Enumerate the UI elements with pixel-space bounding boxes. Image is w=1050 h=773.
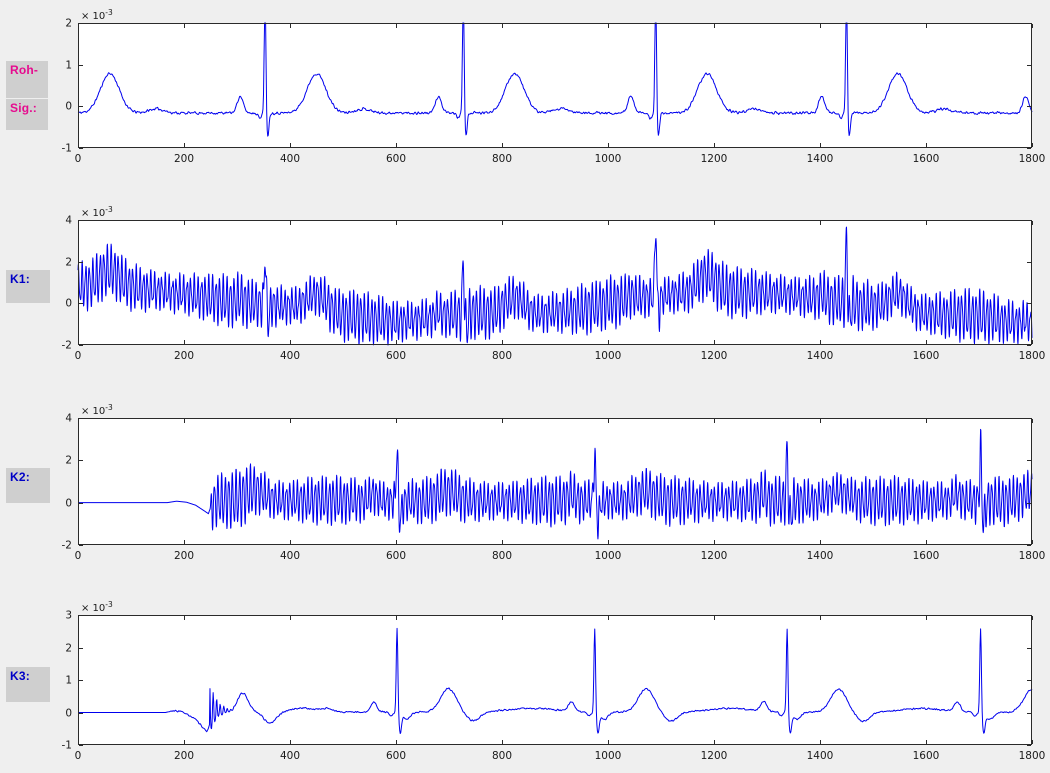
- x-tick-label-k3: 1600: [913, 750, 940, 762]
- x-tick-label-k2: 1000: [595, 550, 622, 562]
- x-tick-label-roh_sig: 600: [386, 153, 406, 165]
- x-tick-label-k2: 600: [386, 550, 406, 562]
- plot-area-k3: [78, 615, 1032, 745]
- x-tick-label-k1: 600: [386, 350, 406, 362]
- x-tick-label-k2: 400: [280, 550, 300, 562]
- plot-area-k1: [78, 220, 1032, 345]
- x-tick-label-roh_sig: 1000: [595, 153, 622, 165]
- y-tick-label-k2: -2: [62, 540, 72, 552]
- x-tick-label-k1: 1000: [595, 350, 622, 362]
- x-tick-label-k1: 1200: [701, 350, 728, 362]
- x-tick-label-k1: 1400: [807, 350, 834, 362]
- axes-frame-roh_sig: [78, 23, 1032, 148]
- y-tick-label-k1: 2: [65, 257, 72, 269]
- x-tick-label-roh_sig: 1800: [1019, 153, 1046, 165]
- plot-area-roh_sig: [78, 23, 1032, 148]
- signal-label-roh: Roh-: [6, 61, 48, 98]
- y-tick-label-k2: 4: [65, 413, 72, 425]
- y-tick-label-k3: 3: [65, 610, 72, 622]
- y-tick-label-roh_sig: 2: [65, 18, 72, 30]
- y-tick-label-roh_sig: 1: [65, 60, 72, 72]
- x-tick-label-roh_sig: 200: [174, 153, 194, 165]
- x-tick-label-k1: 800: [492, 350, 512, 362]
- x-tick-label-roh_sig: 1200: [701, 153, 728, 165]
- x-tick-label-k3: 1800: [1019, 750, 1046, 762]
- x-tick-label-roh_sig: 0: [75, 153, 82, 165]
- axes-frame-k2: [78, 418, 1032, 545]
- y-tick-label-k1: 4: [65, 215, 72, 227]
- signal-line-k1: [77, 226, 1033, 346]
- y-tick-label-roh_sig: 0: [65, 101, 72, 113]
- x-tick-label-k2: 1200: [701, 550, 728, 562]
- x-tick-label-k2: 0: [75, 550, 82, 562]
- y-tick-label-k1: 0: [65, 298, 72, 310]
- y-tick-label-k2: 2: [65, 455, 72, 467]
- x-tick-label-roh_sig: 1400: [807, 153, 834, 165]
- signal-label-sig-text: Sig.:: [10, 101, 37, 115]
- signal-line-roh_sig: [77, 22, 1033, 137]
- x-tick-label-k3: 1200: [701, 750, 728, 762]
- x-tick-label-k3: 600: [386, 750, 406, 762]
- signal-line-k2: [77, 428, 1033, 540]
- y-tick-label-k3: -1: [62, 740, 72, 752]
- x-tick-label-k1: 1600: [913, 350, 940, 362]
- y-scale-label-k2: × 10-3: [81, 403, 113, 417]
- x-tick-label-k2: 1400: [807, 550, 834, 562]
- signal-label-k1-text: K1:: [10, 272, 30, 286]
- y-scale-label-k3: × 10-3: [81, 600, 113, 614]
- y-tick-label-k1: -2: [62, 340, 72, 352]
- x-tick-label-roh_sig: 1600: [913, 153, 940, 165]
- signal-label-k3: K3:: [6, 667, 50, 702]
- signal-label-sig: Sig.:: [6, 99, 48, 130]
- axes-frame-k1: [78, 220, 1032, 345]
- signal-label-roh-text: Roh-: [10, 63, 39, 77]
- x-tick-label-k1: 400: [280, 350, 300, 362]
- axes-frame-k3: [78, 615, 1032, 745]
- x-tick-label-k3: 200: [174, 750, 194, 762]
- signal-label-k2: K2:: [6, 468, 50, 503]
- y-tick-label-roh_sig: -1: [62, 143, 72, 155]
- y-tick-label-k3: 2: [65, 643, 72, 655]
- x-tick-label-k1: 1800: [1019, 350, 1046, 362]
- signal-line-k3: [78, 627, 1033, 735]
- x-tick-label-k3: 0: [75, 750, 82, 762]
- x-tick-label-k2: 1800: [1019, 550, 1046, 562]
- x-tick-label-k2: 1600: [913, 550, 940, 562]
- signal-label-k3-text: K3:: [10, 669, 30, 683]
- x-tick-label-k3: 800: [492, 750, 512, 762]
- signal-label-k2-text: K2:: [10, 470, 30, 484]
- y-scale-label-roh_sig: × 10-3: [81, 8, 113, 22]
- x-tick-label-k1: 0: [75, 350, 82, 362]
- x-tick-label-k2: 800: [492, 550, 512, 562]
- x-tick-label-k3: 1400: [807, 750, 834, 762]
- x-tick-label-roh_sig: 800: [492, 153, 512, 165]
- x-tick-label-k3: 400: [280, 750, 300, 762]
- y-tick-label-k3: 0: [65, 708, 72, 720]
- x-tick-label-roh_sig: 400: [280, 153, 300, 165]
- signal-label-k1: K1:: [6, 270, 50, 303]
- y-tick-label-k2: 0: [65, 498, 72, 510]
- x-tick-label-k3: 1000: [595, 750, 622, 762]
- y-scale-label-k1: × 10-3: [81, 205, 113, 219]
- x-tick-label-k1: 200: [174, 350, 194, 362]
- y-tick-label-k3: 1: [65, 675, 72, 687]
- x-tick-label-k2: 200: [174, 550, 194, 562]
